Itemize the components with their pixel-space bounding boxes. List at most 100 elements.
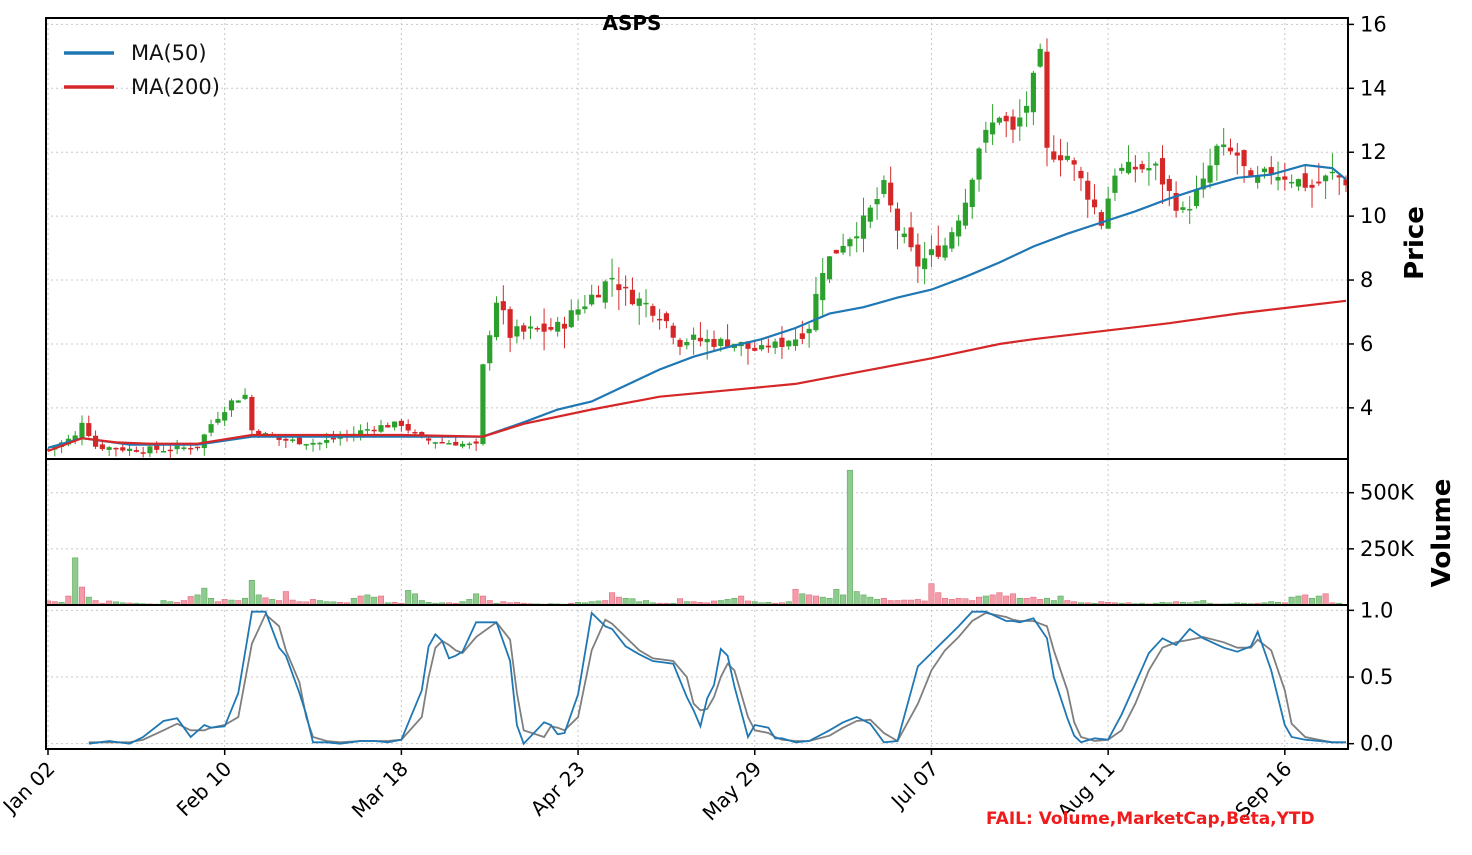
oscillator-signal-line: [88, 612, 1346, 744]
candle-body: [1153, 163, 1159, 166]
legend: MA(50) MA(200): [64, 41, 220, 99]
candle-body: [364, 429, 370, 431]
candle-body: [92, 435, 99, 447]
candle-body: [555, 321, 561, 332]
candle-body: [697, 337, 703, 342]
candle-body: [1159, 158, 1166, 185]
candle-body: [670, 325, 676, 338]
volume-bar: [350, 597, 357, 606]
volume-bar: [792, 588, 799, 606]
volume-bar: [928, 583, 935, 606]
volume-bar: [371, 596, 378, 606]
volume-bar: [1302, 594, 1309, 606]
candle-body: [820, 272, 826, 301]
candle-body: [1187, 208, 1193, 211]
candle-body: [663, 313, 670, 322]
candle-body: [1323, 175, 1329, 182]
volume-bar: [405, 590, 412, 606]
candle-body: [493, 302, 500, 338]
candle-body: [79, 422, 85, 438]
candle-body: [1125, 161, 1132, 174]
candle-body: [1295, 179, 1302, 187]
legend-label-ma200: MA(200): [131, 75, 220, 99]
candle-body: [487, 335, 493, 364]
candle-body: [1241, 150, 1247, 167]
candle-body: [310, 442, 316, 445]
volume-bar: [208, 597, 215, 606]
candle-body: [1010, 116, 1016, 130]
volume-bar: [867, 596, 874, 606]
volume-bar: [935, 592, 942, 606]
candle-body: [589, 294, 595, 305]
candle-body: [915, 244, 921, 267]
volume-bar: [187, 596, 194, 606]
candle-body: [1173, 192, 1179, 211]
candle-body: [792, 339, 799, 346]
volume-bar: [996, 592, 1003, 606]
candle-body: [1255, 175, 1261, 183]
candle-body: [908, 227, 914, 248]
candle-body: [949, 232, 955, 249]
candle-body: [976, 148, 982, 180]
volume-bar: [201, 587, 208, 606]
candle-body: [106, 447, 112, 450]
candle-body: [412, 432, 418, 434]
volume-bar: [622, 597, 629, 606]
candle-body: [459, 443, 466, 447]
candle-body: [1268, 167, 1274, 175]
candle-body: [242, 394, 248, 399]
legend-label-ma50: MA(50): [131, 41, 207, 65]
candle-body: [222, 412, 228, 421]
candle-body: [1044, 51, 1050, 148]
candle-body: [1234, 152, 1240, 156]
candle-body: [602, 281, 608, 303]
candle-body: [745, 341, 751, 349]
candle-body: [154, 444, 160, 450]
price-tick-label: 10: [1360, 204, 1387, 228]
candle-body: [826, 256, 833, 280]
candle-body: [1329, 171, 1335, 174]
candle-body: [507, 309, 513, 338]
status-note: FAIL: Volume,MarketCap,Beta,YTD: [986, 809, 1315, 829]
candle-body: [534, 328, 540, 330]
candle-body: [1336, 175, 1342, 178]
candle-body: [1003, 115, 1009, 122]
candle-body: [392, 421, 398, 428]
chart-title: ASPS: [603, 11, 662, 35]
candle-body: [854, 236, 860, 239]
candle-body: [1200, 178, 1206, 190]
volume-panel: 250K 500K Volume: [44, 458, 1457, 606]
candle-body: [425, 438, 432, 441]
volume-bar: [1288, 596, 1295, 606]
candle-body: [724, 339, 731, 347]
volume-bar: [72, 557, 79, 606]
candle-body: [303, 444, 309, 446]
candle-body: [371, 429, 377, 432]
candle-body: [718, 338, 724, 346]
candle-body: [473, 441, 479, 444]
candle-body: [799, 333, 805, 339]
candle-body: [561, 323, 568, 329]
candle-body: [1193, 189, 1200, 206]
volume-bar: [609, 592, 616, 606]
volume-bar: [262, 597, 269, 606]
candle-body: [385, 425, 391, 428]
candle-body: [962, 202, 969, 226]
volume-bar: [615, 596, 622, 606]
candle-body: [72, 435, 78, 441]
candle-body: [330, 437, 337, 440]
candle-body: [1132, 166, 1138, 170]
volume-bar: [812, 595, 819, 606]
candle-body: [378, 425, 384, 432]
candle-body: [480, 364, 486, 445]
volume-bar: [860, 594, 867, 606]
volume-bar: [989, 594, 996, 606]
candle-body: [1227, 147, 1234, 152]
candle-body: [194, 446, 201, 449]
candle-body: [765, 345, 771, 348]
candle-body: [1064, 155, 1070, 160]
candle-body: [833, 249, 839, 254]
volume-bar: [819, 596, 826, 606]
candle-body: [983, 129, 989, 143]
